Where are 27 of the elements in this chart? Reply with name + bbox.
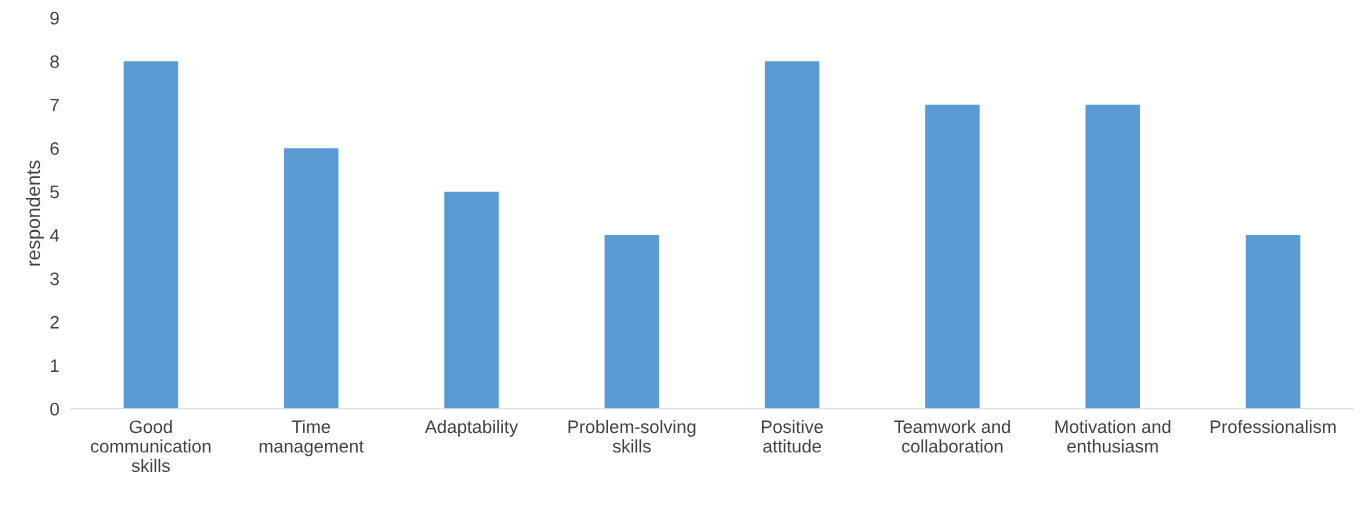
x-tick-label: Good communication skills — [90, 419, 211, 473]
y-tick-label: 8 — [50, 55, 59, 69]
x-tick-label: Professionalism — [1210, 419, 1336, 434]
bar — [925, 104, 980, 409]
x-tick-label: Adaptability — [424, 419, 519, 437]
y-tick-label: 4 — [49, 229, 60, 242]
y-axis-title: respondents — [25, 160, 45, 266]
y-tick-label: 1 — [50, 359, 59, 372]
bar — [283, 148, 339, 409]
y-tick-label: 3 — [50, 272, 59, 286]
bar — [1245, 235, 1301, 409]
x-tick-label: Positive attitude — [761, 419, 823, 453]
bar — [1085, 104, 1140, 409]
x-tick-label: Motivation and enthusiasm — [1055, 419, 1171, 453]
bar — [764, 61, 820, 409]
bar — [123, 61, 179, 409]
y-tick-label: 5 — [50, 185, 59, 199]
bar — [444, 191, 499, 409]
y-tick-label: 6 — [50, 142, 59, 155]
y-tick-label: 2 — [50, 315, 59, 329]
y-tick-label: 9 — [50, 11, 59, 25]
x-tick-label: Time management — [259, 419, 364, 457]
bar — [604, 235, 660, 409]
y-tick-label: 0 — [50, 402, 59, 416]
y-tick-label: 7 — [50, 98, 59, 112]
x-tick-label: Problem-solving skills — [568, 419, 696, 453]
x-tick-label: Teamwork and collaboration — [894, 419, 1010, 453]
